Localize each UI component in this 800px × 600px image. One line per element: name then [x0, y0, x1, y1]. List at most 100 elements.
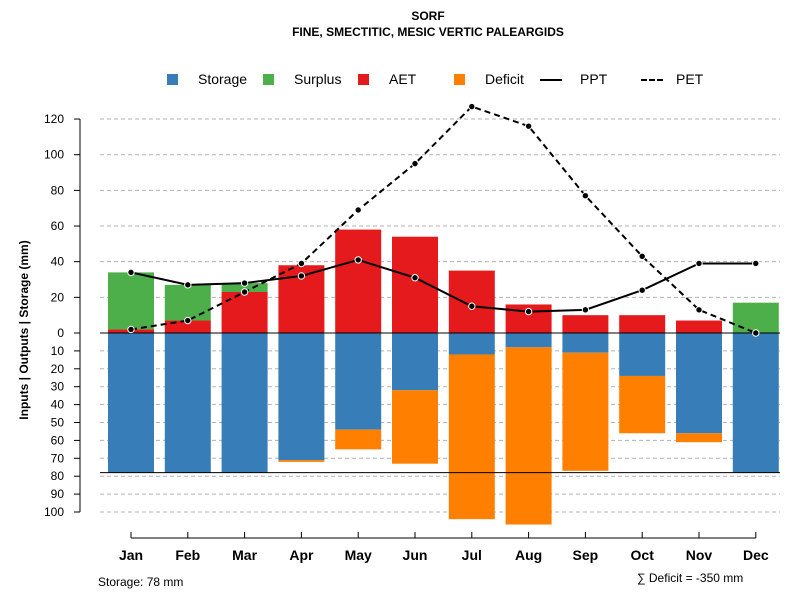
deficit-bar	[619, 375, 666, 434]
deficit-bar	[278, 460, 325, 462]
legend-swatch-deficit	[454, 74, 465, 85]
storage-bar	[221, 333, 268, 473]
pet-point	[240, 288, 249, 296]
pet-point	[297, 259, 306, 268]
y-tick-label: 40	[51, 398, 65, 412]
legend-line-pet	[641, 79, 663, 81]
y-tick-label: 70	[51, 451, 65, 465]
aet-bar	[164, 320, 211, 333]
pet-point	[581, 192, 590, 200]
x-tick-label: Oct	[631, 547, 655, 563]
y-tick-label: 50	[51, 416, 65, 430]
aet-bar	[562, 315, 609, 333]
storage-note: Storage: 78 mm	[98, 575, 184, 589]
x-tick-label: Aug	[515, 547, 542, 563]
x-tick-label: Mar	[232, 547, 257, 563]
y-tick-label: 100	[44, 505, 64, 519]
pet-point	[354, 206, 362, 214]
x-tick-label: Feb	[175, 547, 200, 563]
ppt-point	[184, 281, 192, 289]
ppt-point	[468, 302, 476, 310]
pet-point	[695, 306, 703, 314]
x-tick-label: May	[345, 547, 372, 563]
storage-bar	[732, 333, 779, 473]
deficit-bar	[505, 347, 552, 525]
x-tick-label: Jun	[403, 547, 428, 563]
x-tick-label: Jul	[462, 547, 482, 563]
surplus-bar	[108, 272, 154, 330]
y-tick-label: 40	[51, 255, 65, 269]
y-tick-label: 0	[57, 326, 64, 340]
x-tick-label: Nov	[686, 547, 713, 563]
ppt-point	[411, 274, 419, 282]
ppt-point	[354, 256, 362, 264]
aet-bar	[676, 320, 722, 333]
ppt-point	[638, 286, 646, 294]
storage-bar	[335, 333, 382, 430]
deficit-bar	[676, 433, 722, 443]
pet-point	[524, 122, 533, 130]
y-tick-label: 80	[51, 469, 65, 483]
pet-point	[638, 252, 646, 261]
storage-bar	[108, 333, 154, 473]
ppt-point	[524, 307, 533, 316]
y-tick-label: 80	[51, 183, 65, 197]
y-tick-label: 10	[51, 344, 65, 358]
ppt-point	[695, 259, 703, 268]
y-tick-label: 60	[51, 219, 65, 233]
storage-bar	[164, 333, 211, 473]
x-tick-label: Sep	[573, 547, 599, 563]
y-axis-label: Inputs | Outputs | Storage (mm)	[17, 240, 31, 419]
surplus-bar	[164, 284, 211, 321]
chart-subtitle: FINE, SMECTITIC, MESIC VERTIC PALEARGIDS	[292, 25, 564, 39]
legend-label-pet: PET	[676, 71, 704, 87]
ppt-point	[127, 268, 135, 277]
pet-point	[411, 159, 419, 168]
ppt-line	[130, 258, 756, 313]
deficit-bar	[392, 390, 438, 464]
y-tick-label: 120	[44, 112, 64, 126]
x-tick-label: Apr	[289, 547, 314, 563]
legend-swatch-aet	[358, 74, 369, 85]
ppt-point	[240, 279, 249, 287]
storage-bar	[562, 333, 609, 353]
y-tick-label: 90	[51, 487, 65, 501]
legend-swatch-surplus	[263, 74, 274, 85]
legend-line-ppt	[540, 79, 562, 81]
deficit-note: ∑ Deficit = -350 mm	[637, 571, 744, 585]
legend-label-ppt: PPT	[580, 71, 608, 87]
storage-bar	[392, 333, 438, 391]
ppt-point	[297, 272, 306, 280]
aet-bar	[448, 270, 495, 333]
legend-label-deficit: Deficit	[485, 71, 524, 87]
storage-bar	[505, 333, 552, 348]
surplus-bar	[221, 283, 268, 292]
pet-point	[752, 329, 760, 337]
x-tick-label: Dec	[743, 547, 769, 563]
pet-point	[184, 316, 192, 325]
legend-label-storage: Storage	[198, 71, 248, 87]
aet-bar	[335, 229, 382, 333]
ppt-point	[581, 306, 590, 314]
storage-bar	[278, 333, 325, 461]
ppt-point	[752, 259, 760, 268]
x-tick-label: Jan	[119, 547, 143, 563]
aet-bar	[221, 291, 268, 333]
storage-bar	[676, 333, 722, 434]
chart-title: SORF	[411, 9, 445, 23]
pet-point	[127, 325, 135, 334]
y-tick-label: 20	[51, 290, 65, 304]
deficit-bar	[562, 352, 609, 471]
y-tick-label: 100	[44, 148, 64, 162]
storage-bar	[448, 333, 495, 355]
storage-bar	[619, 333, 666, 376]
y-tick-label: 20	[51, 362, 65, 376]
pet-line	[130, 105, 757, 334]
surplus-bar	[732, 302, 779, 333]
deficit-bar	[448, 354, 495, 520]
pet-point	[468, 102, 476, 111]
legend-swatch-storage	[167, 74, 178, 85]
aet-bar	[619, 315, 666, 333]
legend-label-surplus: Surplus	[294, 71, 342, 87]
